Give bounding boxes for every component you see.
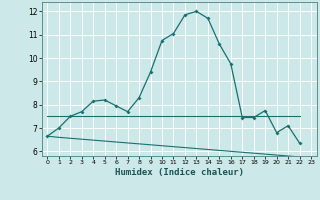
X-axis label: Humidex (Indice chaleur): Humidex (Indice chaleur) <box>115 168 244 177</box>
